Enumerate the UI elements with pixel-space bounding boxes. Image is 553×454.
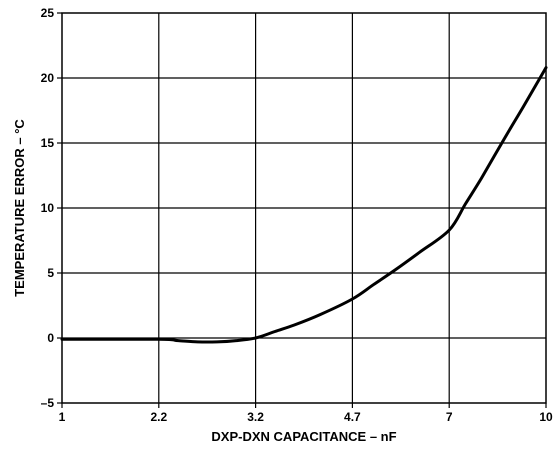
y-axis-label: TEMPERATURE ERROR – °C — [12, 119, 27, 297]
x-axis-label: DXP-DXN CAPACITANCE – nF — [211, 429, 396, 444]
x-tick-label: 4.7 — [344, 410, 361, 424]
y-tick-label: 5 — [47, 266, 54, 280]
grid-lines — [62, 13, 546, 403]
y-tick-label: 0 — [47, 331, 54, 345]
y-tick-label: 15 — [41, 136, 55, 150]
y-tick-label: 20 — [41, 71, 55, 85]
y-tick-label: 25 — [41, 6, 55, 20]
x-tick-label: 2.2 — [150, 410, 167, 424]
x-tick-label: 3.2 — [247, 410, 264, 424]
x-tick-label: 7 — [446, 410, 453, 424]
y-tick-label: 10 — [41, 201, 55, 215]
tick-marks — [57, 12, 547, 408]
x-tick-labels: 1 2.2 3.2 4.7 7 10 — [59, 410, 553, 424]
y-tick-label: –5 — [41, 396, 55, 410]
x-tick-label: 1 — [59, 410, 66, 424]
series-line — [60, 66, 548, 344]
x-tick-label: 10 — [539, 410, 553, 424]
y-tick-labels: –5 0 5 10 15 20 25 — [41, 6, 55, 410]
